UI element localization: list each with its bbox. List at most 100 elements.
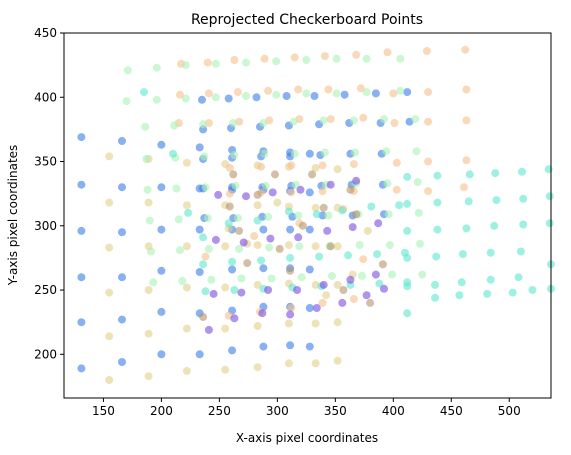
data-point <box>181 94 190 103</box>
data-point <box>311 203 320 212</box>
data-point <box>352 210 361 219</box>
data-point <box>242 192 250 201</box>
data-point <box>142 155 151 163</box>
data-point <box>174 215 183 224</box>
data-point <box>291 180 300 189</box>
data-point <box>157 266 166 275</box>
data-point <box>431 280 439 289</box>
data-point <box>260 149 269 158</box>
data-point <box>348 223 357 232</box>
data-point <box>295 242 304 251</box>
data-point <box>199 313 208 321</box>
data-point <box>259 225 268 234</box>
data-point <box>322 291 331 300</box>
data-point <box>294 233 303 242</box>
data-point <box>105 332 114 341</box>
x-tick-label: 350 <box>324 404 347 418</box>
data-point <box>231 181 240 190</box>
data-point <box>403 88 412 97</box>
data-point <box>199 260 208 269</box>
data-point <box>388 270 397 279</box>
data-point <box>284 319 293 328</box>
data-point <box>416 239 424 248</box>
data-point <box>492 196 501 205</box>
data-point <box>349 160 358 169</box>
data-point <box>311 319 320 328</box>
data-point <box>123 66 132 75</box>
data-point <box>286 253 295 262</box>
data-point <box>346 185 355 194</box>
data-point <box>203 214 212 223</box>
data-point <box>414 208 423 217</box>
data-point <box>464 197 473 206</box>
data-point <box>458 250 467 259</box>
data-point <box>318 298 327 307</box>
data-point <box>233 214 242 223</box>
data-point <box>462 156 471 165</box>
data-point <box>195 268 204 276</box>
data-point <box>182 324 191 333</box>
data-point <box>182 242 191 251</box>
data-point <box>237 288 246 297</box>
data-point <box>105 243 114 252</box>
data-point <box>403 226 412 235</box>
data-point <box>327 271 336 280</box>
data-point <box>141 122 150 131</box>
data-point <box>230 151 239 160</box>
data-point <box>157 183 166 192</box>
data-point <box>267 274 276 283</box>
data-point <box>266 234 275 243</box>
data-point <box>351 148 359 157</box>
data-point <box>392 158 401 167</box>
data-point <box>319 203 328 212</box>
data-point <box>323 226 332 235</box>
x-axis-label: X-axis pixel coordinates <box>236 431 378 445</box>
data-point <box>272 57 281 66</box>
y-tick-label: 400 <box>34 90 57 104</box>
data-point <box>221 365 230 374</box>
data-point <box>294 211 303 220</box>
data-point <box>371 270 380 279</box>
data-point <box>204 244 213 253</box>
data-point <box>221 324 230 333</box>
data-point <box>305 304 314 312</box>
data-point <box>182 158 191 167</box>
data-point <box>201 252 210 261</box>
data-point <box>224 219 233 228</box>
data-point <box>204 89 213 98</box>
data-point <box>235 244 244 253</box>
data-point <box>486 275 495 284</box>
data-point <box>389 89 398 98</box>
data-point <box>528 286 537 294</box>
data-point <box>333 242 342 251</box>
data-point <box>273 198 282 207</box>
data-point <box>209 289 218 298</box>
data-point <box>403 172 412 181</box>
data-point <box>118 315 126 324</box>
data-point <box>305 188 314 197</box>
data-point <box>258 309 267 318</box>
data-point <box>235 226 244 235</box>
data-point <box>490 221 499 230</box>
data-point <box>257 162 266 171</box>
data-point <box>230 286 239 294</box>
data-point <box>144 286 153 294</box>
data-point <box>333 165 342 174</box>
data-point <box>315 252 324 261</box>
data-point <box>272 90 281 99</box>
data-point <box>228 265 237 274</box>
data-point <box>214 190 223 199</box>
data-point <box>352 50 361 59</box>
data-point <box>333 318 342 327</box>
data-point <box>392 185 401 194</box>
data-point <box>516 247 525 256</box>
data-point <box>182 201 191 210</box>
data-point <box>375 279 384 288</box>
y-axis-label: Y-axis pixel coordinates <box>6 145 20 287</box>
data-point <box>286 341 295 350</box>
x-tick-label: 200 <box>150 404 173 418</box>
data-point <box>105 152 114 161</box>
data-point <box>433 198 442 207</box>
